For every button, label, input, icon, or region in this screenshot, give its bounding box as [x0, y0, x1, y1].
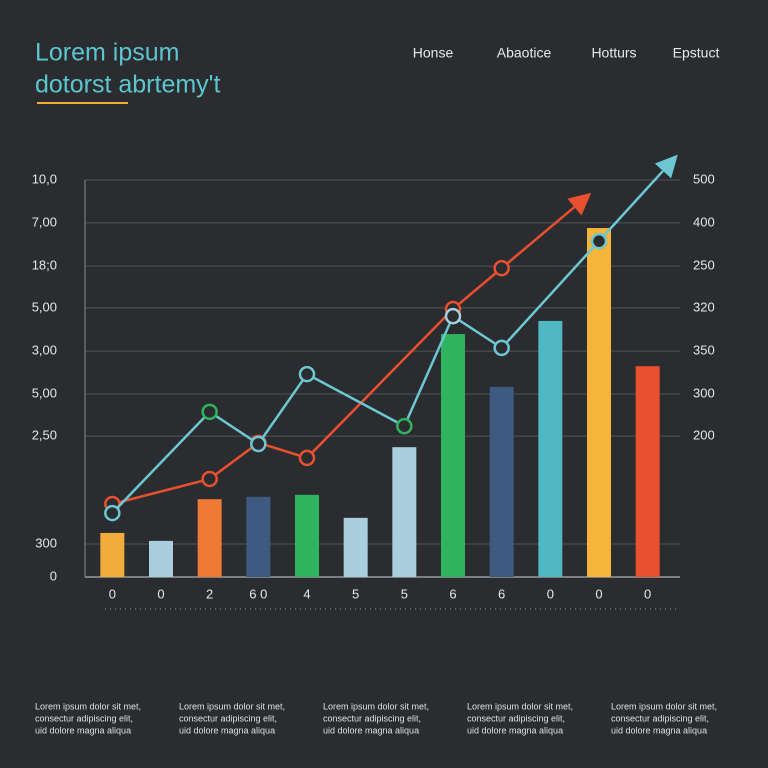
- arrow-head: [567, 192, 592, 216]
- line-series: [112, 267, 503, 506]
- line-marker: [493, 259, 510, 277]
- y-tick-label: 5,00: [32, 385, 57, 400]
- x-tick-label: 6: [449, 586, 456, 601]
- bar: [587, 228, 611, 578]
- line-marker: [201, 403, 218, 421]
- y-tick-label: 10,0: [32, 171, 57, 186]
- footer-text: consectur adipiscing elit,: [179, 713, 277, 723]
- y-tick-label: 2,50: [32, 428, 57, 443]
- y-tick-label: 5,00: [32, 299, 57, 314]
- footer-text: uid dolore magna aliqua: [467, 725, 563, 735]
- footer-text: uid dolore magna aliqua: [611, 725, 707, 735]
- x-tick-label: 2: [206, 586, 213, 601]
- bar: [489, 386, 514, 577]
- nav-link[interactable]: Abaotice: [497, 45, 552, 61]
- x-tick-label: 5: [401, 586, 408, 601]
- bar: [538, 320, 563, 577]
- line-marker: [298, 365, 316, 383]
- footer-text: Lorem ipsum dolor sit met,: [467, 701, 573, 711]
- footer-text: consectur adipiscing elit,: [323, 713, 421, 723]
- nav-link[interactable]: Honse: [413, 45, 454, 61]
- y2-tick-label: 350: [693, 343, 715, 358]
- nav-link[interactable]: Epstuct: [673, 45, 720, 61]
- y-tick-label: 7,00: [32, 214, 57, 229]
- footer: Lorem ipsum dolor sit met, consectur adip…: [35, 701, 717, 735]
- y2-tick-label: 200: [693, 428, 715, 443]
- x-tick-label: 6 0: [249, 586, 267, 601]
- y2-tick-label: 500: [693, 171, 715, 186]
- x-tick-label: 0: [547, 586, 554, 601]
- footer-text: Lorem ipsum dolor sit met,: [179, 701, 285, 711]
- x-tick-label: 0: [157, 586, 164, 601]
- line-marker: [250, 435, 267, 453]
- bar: [100, 532, 125, 577]
- y2-tick-label: 400: [693, 214, 715, 229]
- bar: [635, 366, 660, 577]
- line-marker: [201, 470, 218, 488]
- bar: [343, 517, 368, 577]
- footer-text: uid dolore magna aliqua: [323, 725, 419, 735]
- footer-text: Lorem ipsum dolor sit met,: [611, 701, 717, 711]
- bar: [441, 334, 465, 577]
- arrow-head: [654, 154, 678, 179]
- x-tick-label: 5: [352, 586, 359, 601]
- line-marker: [104, 504, 121, 522]
- arrow-shaft: [500, 206, 576, 270]
- y2-tick-label: 320: [693, 299, 715, 314]
- y-tick-label: 3,00: [32, 343, 57, 358]
- footer-text: uid dolore magna aliqua: [35, 725, 131, 735]
- line-marker: [396, 417, 413, 435]
- nav-link[interactable]: Hotturs: [591, 45, 636, 61]
- bar: [246, 496, 271, 577]
- bar: [392, 447, 417, 577]
- line-marker: [590, 232, 608, 250]
- footer-text: consectur adipiscing elit,: [467, 713, 565, 723]
- x-tick-label: 0: [109, 586, 116, 601]
- x-tick-label: 6: [498, 586, 505, 601]
- title-line: dotorst abrtemy't: [35, 71, 220, 99]
- footer-text: consectur adipiscing elit,: [611, 713, 709, 723]
- footer-text: uid dolore magna aliqua: [179, 725, 275, 735]
- line-marker: [444, 307, 462, 325]
- x-tick-label: 4: [303, 586, 310, 601]
- title-line: Lorem ipsum: [35, 39, 180, 67]
- y2-tick-label: 250: [693, 258, 715, 273]
- footer-text: Lorem ipsum dolor sit met,: [323, 701, 429, 711]
- x-tick-label: 0: [595, 586, 602, 601]
- y2-tick-label: 300: [693, 385, 715, 400]
- footer-text: Lorem ipsum dolor sit met,: [35, 701, 141, 711]
- y-tick-label: 300: [35, 535, 57, 550]
- line-series: [111, 240, 600, 514]
- y-tick-label: 0: [50, 568, 57, 583]
- x-tick-label: 0: [644, 586, 651, 601]
- arrow-shaft: [598, 170, 664, 242]
- bar: [149, 540, 173, 577]
- footer-text: consectur adipiscing elit,: [35, 713, 133, 723]
- bar: [295, 494, 319, 577]
- bar: [197, 499, 222, 577]
- line-marker: [493, 339, 510, 357]
- y-tick-label: 18;0: [32, 258, 57, 273]
- line-marker: [298, 449, 316, 467]
